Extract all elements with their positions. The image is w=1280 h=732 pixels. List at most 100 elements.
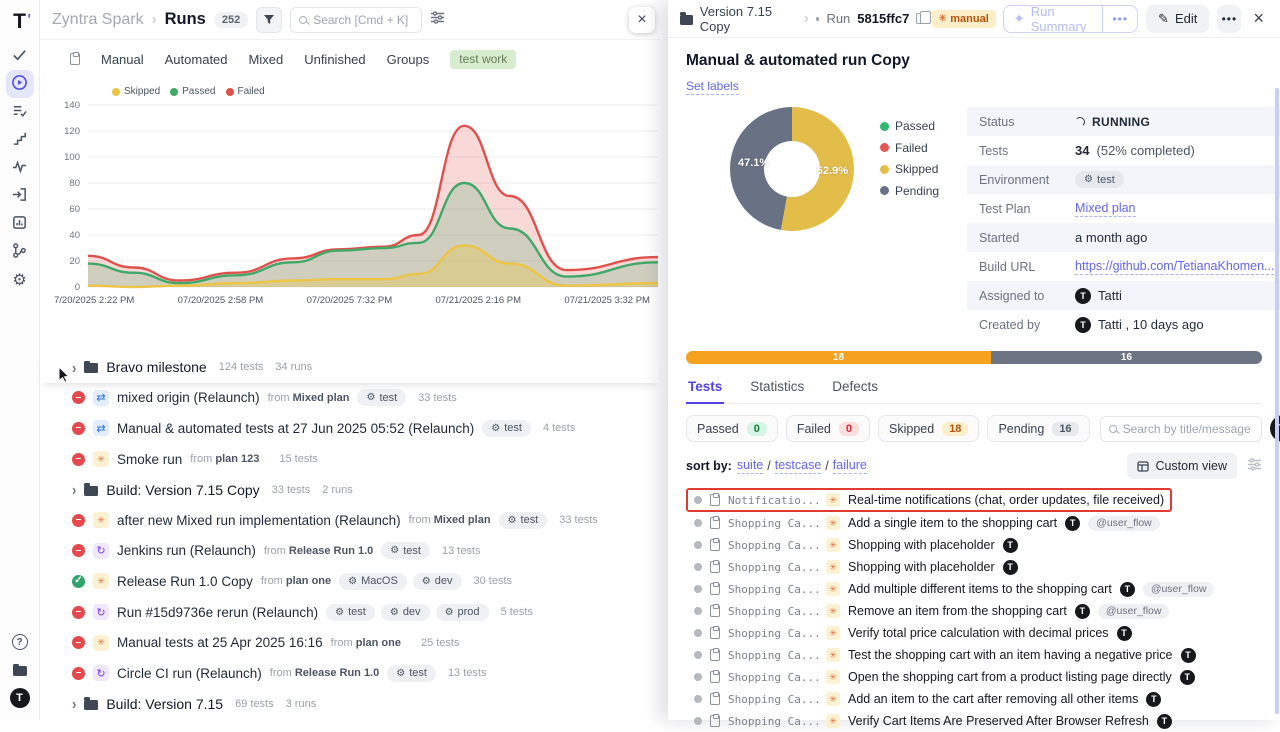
run-name[interactable]: Smoke run — [117, 451, 183, 467]
tab-statistics[interactable]: Statistics — [750, 379, 805, 394]
tests-search-input[interactable] — [1122, 421, 1253, 436]
tab-mixed[interactable]: Mixed — [248, 51, 284, 67]
test-row[interactable]: Shopping Ca... ✳ Add an item to the cart… — [686, 688, 1262, 710]
test-title[interactable]: Real-time notifications (chat, order upd… — [848, 493, 1165, 507]
runs-search-input[interactable] — [313, 12, 414, 27]
run-name[interactable]: Jenkins run (Relaunch) — [117, 543, 256, 559]
clipboard-icon[interactable] — [70, 51, 80, 65]
run-from-plan[interactable]: Mixed plan — [292, 391, 350, 404]
sidebar-item-import[interactable] — [6, 182, 34, 210]
test-row[interactable]: Notificatio... ✳ Real-time notifications… — [686, 488, 1173, 512]
sort-by-testcase[interactable]: testcase — [774, 458, 822, 474]
tune-icon[interactable] — [430, 10, 445, 29]
test-row[interactable]: Shopping Ca... ✳ Open the shopping cart … — [686, 666, 1262, 688]
test-title[interactable]: Add an item to the cart after removing a… — [848, 692, 1139, 706]
sidebar-item-reports[interactable] — [6, 210, 34, 238]
filter-failed[interactable]: Failed 0 — [785, 415, 870, 442]
test-title[interactable]: Verify total price calculation with deci… — [848, 626, 1109, 640]
edit-button[interactable]: ✎ Edit — [1146, 4, 1210, 33]
test-title[interactable]: Shopping with placeholder — [848, 560, 995, 574]
filter-passed[interactable]: Passed 0 — [686, 415, 778, 442]
test-row[interactable]: Shopping Ca... ✳ Verify total price calc… — [686, 622, 1262, 644]
run-row[interactable]: – ↻ Jenkins run (Relaunch) from Release … — [40, 536, 660, 567]
test-title[interactable]: Open the shopping cart from a product li… — [848, 670, 1172, 684]
run-row[interactable]: – ✳ Smoke run from plan 123 15 tests — [40, 444, 660, 475]
test-row[interactable]: Shopping Ca... ✳ Remove an item from the… — [686, 600, 1262, 622]
test-title[interactable]: Test the shopping cart with an item havi… — [848, 648, 1173, 662]
breadcrumb-page[interactable]: Runs — [164, 10, 206, 28]
folder-row[interactable]: › Bravo milestone 124 tests 34 runs — [40, 352, 660, 383]
breadcrumb-project[interactable]: Zyntra Spark — [52, 10, 144, 28]
close-panel-button[interactable]: × — [629, 7, 655, 33]
test-title[interactable]: Add multiple different items to the shop… — [848, 582, 1112, 596]
copy-icon[interactable] — [916, 10, 932, 24]
app-logo[interactable]: T — [13, 8, 31, 34]
tab-manual[interactable]: Manual — [101, 51, 144, 67]
sidebar-item-branches[interactable] — [6, 238, 34, 266]
run-row[interactable]: – ↻ Run #15d9736e rerun (Relaunch) ⚙ test… — [40, 597, 660, 628]
chevron-expand-icon[interactable]: › — [72, 694, 77, 713]
run-row[interactable]: – ⇄ mixed origin (Relaunch) from Mixed p… — [40, 383, 660, 414]
test-title[interactable]: Shopping with placeholder — [848, 538, 995, 552]
filter-pending[interactable]: Pending 16 — [987, 415, 1090, 442]
set-labels-link[interactable]: Set labels — [686, 79, 739, 95]
test-title[interactable]: Add a single item to the shopping cart — [848, 516, 1058, 530]
chevron-expand-icon[interactable]: › — [72, 358, 77, 377]
test-row[interactable]: Shopping Ca... ✳ Test the shopping cart … — [686, 644, 1262, 666]
run-from-plan[interactable]: Release Run 1.0 — [294, 667, 380, 680]
run-from-plan[interactable]: plan 123 — [215, 453, 260, 466]
run-row[interactable]: – ✳ Manual tests at 25 Apr 2025 16:16 fr… — [40, 627, 660, 658]
filter-skipped[interactable]: Skipped 18 — [878, 415, 980, 442]
tab-defects[interactable]: Defects — [832, 379, 879, 394]
sidebar-item-activity[interactable] — [6, 154, 34, 182]
folder-row[interactable]: › Build: Version 7.15 Copy 33 tests 2 ru… — [40, 474, 660, 505]
run-row[interactable]: – ✳ after new Mixed run implementation (… — [40, 505, 660, 536]
sidebar-item-runs[interactable] — [5, 70, 34, 98]
test-row[interactable]: Shopping Ca... ✳ Add a single item to th… — [686, 512, 1262, 534]
filter-button[interactable] — [256, 6, 283, 33]
test-row[interactable]: Shopping Ca... ✳ Verify Cart Items Are P… — [686, 710, 1262, 732]
run-from-plan[interactable]: Mixed plan — [433, 514, 491, 527]
run-name[interactable]: mixed origin (Relaunch) — [117, 390, 260, 406]
tab-tests[interactable]: Tests — [686, 377, 725, 404]
test-row[interactable]: Shopping Ca... ✳ Shopping with placehold… — [686, 556, 1262, 578]
run-from-plan[interactable]: plan one — [355, 636, 401, 649]
run-row[interactable]: – ⇄ Manual & automated tests at 27 Jun 2… — [40, 413, 660, 444]
run-folder-breadcrumb[interactable]: Version 7.15 Copy — [699, 3, 773, 34]
run-summary-button[interactable]: ✦ Run Summary — [1013, 4, 1087, 33]
run-from-plan[interactable]: Release Run 1.0 — [288, 544, 374, 557]
run-row[interactable]: – ↻ Circle CI run (Relaunch) from Releas… — [40, 658, 660, 689]
custom-view-button[interactable]: Custom view — [1127, 453, 1237, 479]
more-actions-button[interactable]: ••• — [1217, 4, 1242, 33]
sidebar-item-settings[interactable]: ⚙ — [6, 266, 34, 294]
close-detail-button[interactable]: × — [1253, 8, 1264, 28]
test-row[interactable]: Shopping Ca... ✳ Add multiple different … — [686, 578, 1262, 600]
help-button[interactable]: ? — [6, 628, 34, 656]
user-menu[interactable]: T — [6, 684, 34, 712]
run-name[interactable]: after new Mixed run implementation (Rela… — [117, 512, 401, 528]
run-from-plan[interactable]: plan one — [285, 575, 332, 588]
build-url-link[interactable]: https://github.com/TetianaKhomen... — [1075, 258, 1275, 275]
test-plan-link[interactable]: Mixed plan — [1075, 200, 1136, 217]
tab-automated[interactable]: Automated — [164, 51, 228, 67]
run-row[interactable]: ✓ ✳ Release Run 1.0 Copy from plan one ⚙… — [40, 566, 660, 597]
sort-by-suite[interactable]: suite — [736, 458, 764, 474]
view-settings-icon[interactable] — [1247, 458, 1262, 474]
run-name[interactable]: Manual & automated tests at 27 Jun 2025 … — [117, 420, 475, 436]
tests-search[interactable] — [1099, 415, 1262, 442]
run-name[interactable]: Circle CI run (Relaunch) — [117, 665, 262, 681]
run-summary-more-button[interactable]: ••• — [1102, 5, 1137, 32]
test-row[interactable]: Shopping Ca... ✳ Shopping with placehold… — [686, 534, 1262, 556]
test-title[interactable]: Remove an item from the shopping cart — [848, 604, 1067, 618]
sidebar-item-plans[interactable] — [6, 98, 34, 126]
test-title[interactable]: Verify Cart Items Are Preserved After Br… — [848, 714, 1149, 728]
sort-by-failure[interactable]: failure — [832, 458, 867, 474]
vertical-scrollbar[interactable] — [1275, 88, 1279, 714]
projects-button[interactable] — [6, 656, 34, 684]
environment-badge[interactable]: ⚙ test — [1075, 171, 1124, 188]
tab-unfinished[interactable]: Unfinished — [304, 51, 366, 67]
runs-search[interactable] — [290, 6, 423, 33]
tag-badge-test-work[interactable]: test work — [450, 49, 517, 69]
run-name[interactable]: Manual tests at 25 Apr 2025 16:16 — [117, 635, 323, 651]
chevron-expand-icon[interactable]: › — [72, 480, 77, 499]
